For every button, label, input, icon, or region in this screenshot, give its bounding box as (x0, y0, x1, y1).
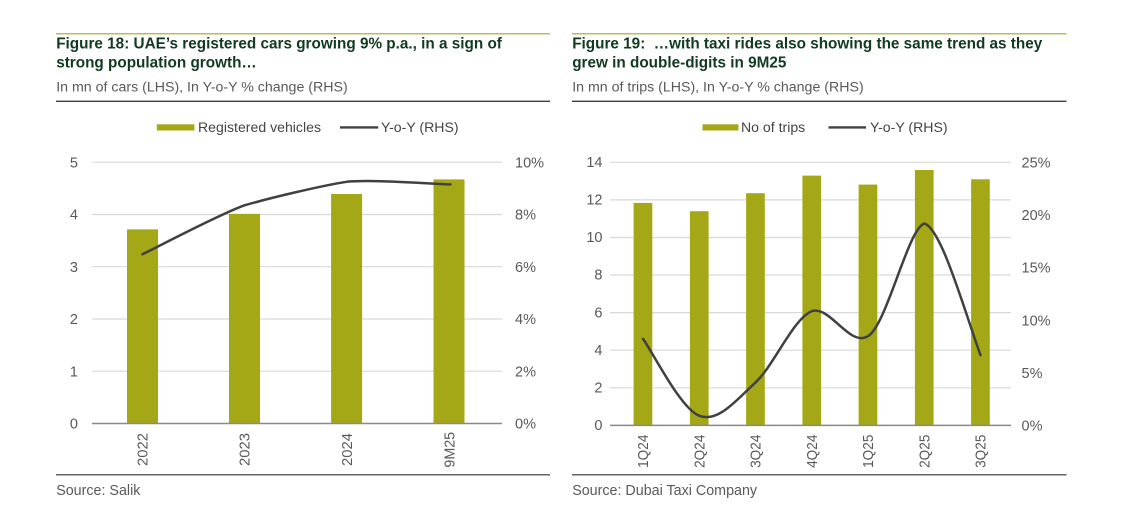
svg-text:Figure 19: …with taxi rides a: Figure 19: …with taxi rides also showing… (572, 36, 1043, 53)
svg-text:No of trips: No of trips (741, 119, 805, 135)
svg-text:8%: 8% (515, 208, 536, 224)
svg-text:Y-o-Y (RHS): Y-o-Y (RHS) (381, 119, 459, 135)
svg-text:Source: Salik: Source: Salik (56, 483, 141, 499)
svg-text:2%: 2% (515, 364, 536, 380)
svg-text:10%: 10% (515, 155, 544, 171)
svg-text:2: 2 (594, 381, 602, 397)
svg-text:3: 3 (70, 260, 78, 276)
svg-text:Y-o-Y (RHS): Y-o-Y (RHS) (870, 119, 948, 135)
svg-text:8: 8 (594, 268, 602, 284)
svg-text:1Q25: 1Q25 (861, 435, 877, 468)
svg-text:2022: 2022 (136, 433, 152, 466)
svg-text:14: 14 (586, 155, 602, 171)
svg-text:20%: 20% (1022, 208, 1051, 224)
svg-text:5: 5 (70, 155, 78, 171)
svg-text:6: 6 (594, 305, 602, 321)
svg-text:10%: 10% (1022, 313, 1051, 329)
svg-text:strong population growth…: strong population growth… (56, 55, 257, 72)
svg-text:Figure 18: UAE’s registered ca: Figure 18: UAE’s registered cars growing… (56, 36, 503, 53)
svg-text:In mn of cars (LHS), In Y-o-Y: In mn of cars (LHS), In Y-o-Y % change (… (56, 80, 348, 96)
svg-text:10: 10 (586, 230, 602, 246)
svg-text:5%: 5% (1022, 366, 1043, 382)
svg-text:0%: 0% (515, 417, 536, 433)
svg-text:25%: 25% (1022, 156, 1051, 172)
svg-text:4: 4 (594, 343, 602, 359)
svg-text:grew in double-digits in 9M25: grew in double-digits in 9M25 (572, 55, 787, 72)
svg-text:2: 2 (70, 312, 78, 328)
svg-text:1: 1 (70, 364, 78, 380)
svg-text:3Q24: 3Q24 (749, 435, 765, 468)
svg-text:0%: 0% (1022, 419, 1043, 435)
svg-text:1Q24: 1Q24 (636, 435, 652, 468)
svg-text:2Q25: 2Q25 (918, 435, 934, 468)
svg-text:15%: 15% (1022, 261, 1051, 277)
svg-text:9M25: 9M25 (442, 432, 458, 468)
svg-text:2023: 2023 (238, 433, 254, 466)
svg-text:0: 0 (594, 418, 602, 434)
svg-text:4%: 4% (515, 312, 536, 328)
svg-text:6%: 6% (515, 260, 536, 276)
svg-text:0: 0 (70, 417, 78, 433)
svg-text:Source: Dubai Taxi Company: Source: Dubai Taxi Company (572, 483, 758, 499)
svg-text:Registered vehicles: Registered vehicles (198, 119, 321, 135)
svg-text:2Q24: 2Q24 (693, 435, 709, 468)
svg-text:4: 4 (70, 208, 78, 224)
svg-text:3Q25: 3Q25 (974, 435, 990, 468)
svg-text:2024: 2024 (340, 433, 356, 466)
svg-text:12: 12 (586, 193, 602, 209)
svg-text:In mn of trips (LHS), In Y-o-Y: In mn of trips (LHS), In Y-o-Y % change … (572, 80, 864, 96)
svg-text:4Q24: 4Q24 (805, 435, 821, 468)
